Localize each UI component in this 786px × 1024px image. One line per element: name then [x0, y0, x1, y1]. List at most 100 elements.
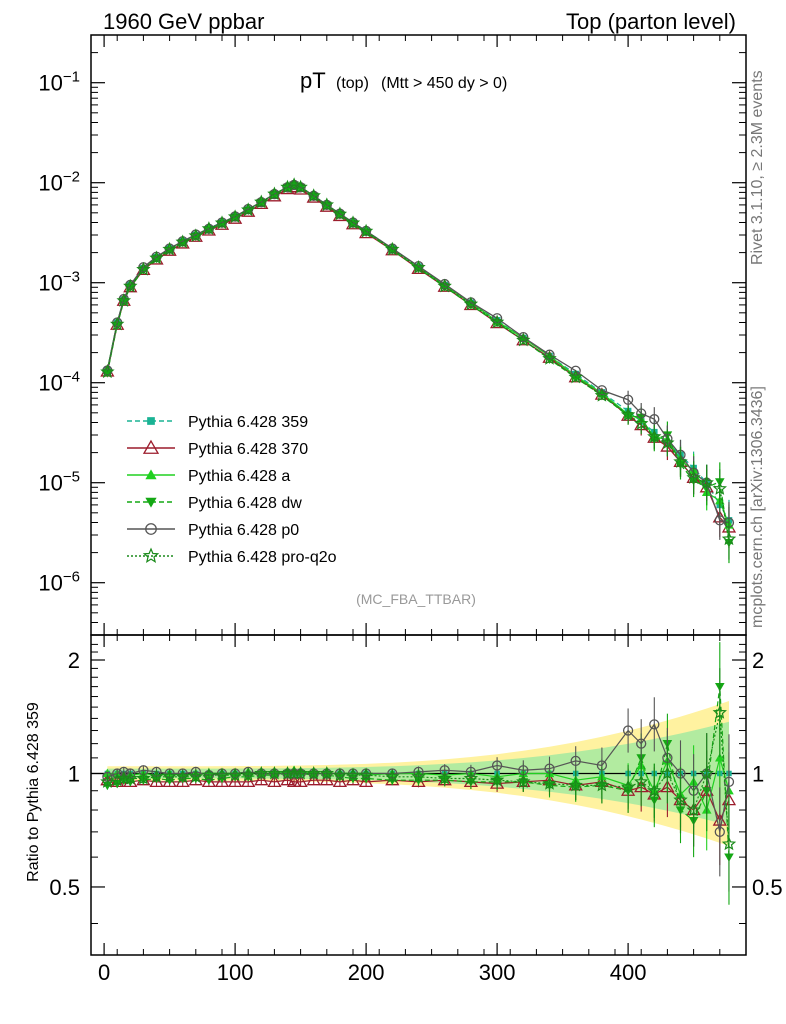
main-data-point: [570, 365, 581, 376]
ratio-data-point: [721, 836, 737, 851]
main-data-point: [634, 416, 649, 430]
ratio-data-point: [254, 772, 269, 786]
ratio-data-point: [188, 769, 203, 783]
main-data-point: [149, 250, 164, 265]
main-data-point: [110, 316, 125, 331]
main-data-point: [335, 210, 345, 220]
main-data-point: [125, 283, 136, 292]
legend-entry-label: Pythia 6.428 370: [188, 441, 308, 458]
ratio-data-point: [542, 776, 557, 790]
ratio-data-point: [715, 753, 725, 762]
rivet-version-label: Rivet 3.1.10, ≥ 2.3M events: [749, 70, 766, 265]
main-plot-frame: [90, 34, 747, 636]
x-tick-label: 200: [348, 960, 385, 985]
plot-title-main: pT: [300, 68, 326, 93]
ratio-data-point: [594, 777, 610, 792]
ratio-axis-label: Ratio to Pythia 6.428 359: [25, 702, 42, 882]
main-data-point: [361, 228, 371, 237]
ratio-data-point: [319, 765, 334, 780]
ratio-data-point: [647, 783, 662, 797]
main-data-point: [413, 264, 424, 274]
legend-marker: [142, 547, 160, 563]
main-data-point: [136, 261, 151, 276]
ratio-data-point: [227, 774, 243, 788]
ratio-data-point: [463, 770, 479, 785]
ratio-data-point: [201, 767, 217, 782]
ratio-data-point: [568, 777, 583, 792]
ratio-data-point: [306, 765, 321, 780]
x-tick-label: 300: [479, 960, 516, 985]
ratio-data-point: [241, 767, 256, 782]
ratio-data-point: [712, 705, 727, 719]
main-data-point: [188, 228, 203, 242]
main-series-line: [106, 184, 730, 540]
ratio-data-point: [241, 774, 256, 788]
ratio-data-point: [570, 755, 581, 767]
header-energy-label: 1960 GeV ppbar: [103, 9, 264, 34]
main-data-point: [319, 197, 334, 212]
x-tick-label: 0: [98, 960, 110, 985]
legend: Pythia 6.428 359 Pythia 6.428 370 Pythia 6…: [127, 414, 337, 566]
main-data-point: [385, 241, 400, 256]
y-tick-label: 10−5: [38, 469, 80, 496]
ratio-data-point: [491, 760, 503, 771]
ratio-data-point: [267, 774, 282, 788]
legend-entry-label: Pythia 6.428 pro-q2o: [188, 549, 337, 566]
ratio-plot-frame: [90, 634, 747, 956]
main-data-point: [568, 369, 583, 384]
ratio-data-point: [660, 765, 675, 780]
y-tick-label: 10−1: [38, 69, 80, 96]
main-data-point: [254, 194, 269, 209]
main-data-point: [286, 177, 302, 192]
ratio-tick-label-left: 0.5: [49, 875, 80, 900]
ratio-data-point: [136, 770, 151, 785]
ratio-data-point: [385, 769, 400, 783]
ratio-data-point: [254, 765, 269, 780]
y-tick-label: 10−4: [38, 369, 80, 396]
legend-entry-label: Pythia 6.428 359: [188, 414, 308, 431]
mcplots-label: mcplots.cern.ch [arXiv:1306.3436]: [749, 386, 766, 628]
ratio-data-point: [358, 767, 374, 782]
main-data-point: [570, 374, 581, 383]
main-data-point: [647, 429, 662, 443]
main-data-point: [345, 215, 361, 230]
x-tick-label: 100: [217, 960, 254, 985]
ratio-data-point: [649, 719, 660, 730]
main-data-point: [721, 531, 737, 546]
main-data-point: [622, 394, 634, 405]
ratio-data-point: [175, 769, 190, 783]
ratio-data-point: [489, 772, 505, 787]
main-data-point: [660, 435, 675, 450]
ratio-data-point: [634, 774, 649, 788]
ratio-data-point: [280, 772, 295, 786]
main-data-point: [214, 215, 230, 230]
plot-title-sub2: (Mtt > 450 dy > 0): [381, 75, 507, 92]
main-data-point: [673, 454, 688, 468]
legend-marker: [147, 417, 155, 425]
main-data-point: [175, 234, 190, 249]
ratio-data-point: [267, 765, 282, 780]
ratio-data-point: [622, 725, 634, 736]
ratio-data-point: [437, 770, 452, 785]
main-data-point: [463, 296, 479, 311]
ratio-data-point: [686, 802, 701, 817]
main-data-point: [293, 179, 308, 194]
main-data-point: [227, 209, 243, 223]
main-data-point: [123, 278, 138, 293]
main-data-point: [387, 246, 398, 256]
main-data-point: [348, 220, 358, 229]
y-tick-label: 10−2: [38, 169, 80, 196]
main-data-point: [518, 331, 529, 343]
ratio-data-point: [149, 769, 164, 783]
main-data-point: [686, 470, 701, 484]
ratio-data-point: [214, 774, 230, 788]
main-data-point: [542, 351, 557, 365]
main-data-point: [437, 278, 452, 293]
ratio-tick-label-left: 1: [68, 761, 80, 786]
main-data-point: [489, 314, 505, 329]
ratio-data-point: [516, 774, 531, 788]
main-data-point: [332, 206, 348, 221]
main-data-point: [620, 407, 636, 421]
ratio-data-point: [332, 767, 348, 782]
main-data-point: [102, 369, 113, 378]
